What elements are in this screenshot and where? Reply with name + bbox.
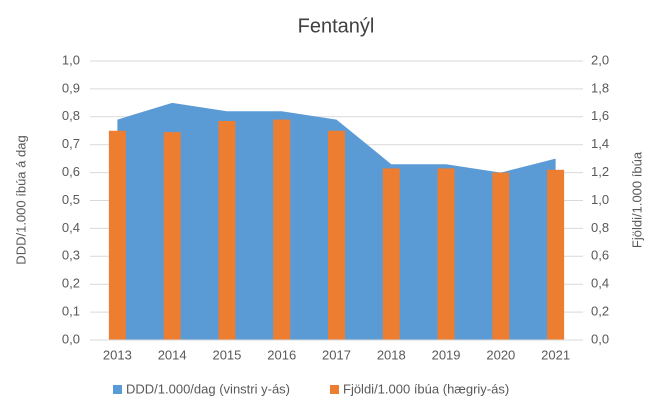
y2-tick-label: 0,2 — [591, 304, 609, 319]
x-tick-label: 2020 — [486, 347, 515, 362]
y2-tick-label: 1,8 — [591, 80, 609, 95]
y-axis-label: DDD/1.000 íbúa á dag — [13, 135, 28, 264]
x-tick-label: 2019 — [432, 347, 461, 362]
bar — [437, 168, 455, 340]
x-tick-label: 2015 — [212, 347, 241, 362]
y-tick-label: 0,3 — [62, 248, 80, 263]
x-tick-label: 2021 — [541, 347, 570, 362]
y2-tick-label: 0,8 — [591, 220, 609, 235]
x-tick-label: 2013 — [103, 347, 132, 362]
y-tick-label: 0,5 — [62, 192, 80, 207]
y-tick-label: 0,9 — [62, 80, 80, 95]
bar — [492, 172, 510, 340]
legend-swatch — [113, 385, 122, 394]
y2-tick-label: 1,6 — [591, 108, 609, 123]
legend-swatch — [330, 385, 339, 394]
y2-tick-label: 0,6 — [591, 248, 609, 263]
bar — [108, 130, 126, 340]
x-tick-label: 2016 — [267, 347, 296, 362]
bar — [218, 120, 236, 340]
bar — [382, 168, 400, 340]
y-tick-label: 0,8 — [62, 108, 80, 123]
y2-tick-label: 2,0 — [591, 52, 609, 67]
y-tick-label: 0,7 — [62, 136, 80, 151]
y-tick-label: 1,0 — [62, 52, 80, 67]
bar — [273, 119, 291, 340]
legend-label: Fjöldi/1.000 íbúa (hægriy-ás) — [343, 381, 509, 396]
y2-axis-label: Fjöldi/1.000 íbúa — [629, 151, 644, 248]
bar — [163, 132, 181, 340]
y-tick-label: 0,4 — [62, 220, 80, 235]
y2-tick-label: 0,4 — [591, 276, 609, 291]
y2-tick-label: 1,2 — [591, 164, 609, 179]
bar — [328, 130, 345, 340]
chart-title: Fentanýl — [298, 15, 375, 37]
y-tick-label: 0,0 — [62, 331, 80, 346]
y2-tick-label: 1,0 — [591, 192, 609, 207]
y2-tick-label: 1,4 — [591, 136, 609, 151]
y-tick-label: 0,2 — [62, 276, 80, 291]
legend-label: DDD/1.000/dag (vinstri y-ás) — [126, 381, 290, 396]
y-tick-label: 0,6 — [62, 164, 80, 179]
x-tick-label: 2014 — [158, 347, 187, 362]
x-tick-label: 2018 — [377, 347, 406, 362]
bar — [547, 169, 565, 340]
y2-tick-label: 0,0 — [591, 331, 609, 346]
y-tick-label: 0,1 — [62, 304, 80, 319]
x-tick-label: 2017 — [322, 347, 351, 362]
